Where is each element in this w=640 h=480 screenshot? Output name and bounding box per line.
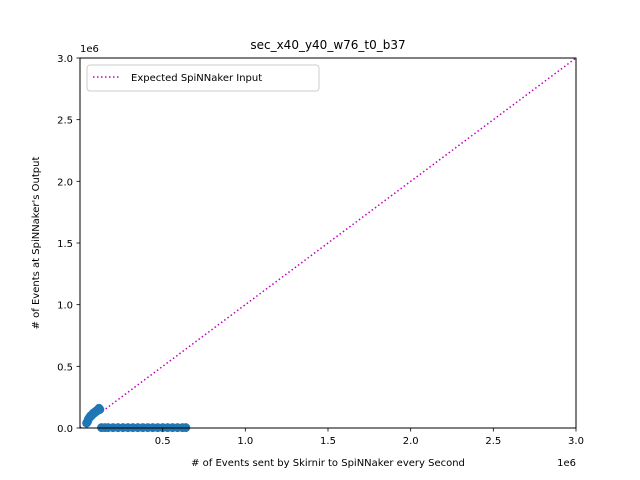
y-tick-label: 3.0 [57,54,73,65]
legend-box [86,64,320,92]
y-tick-label: 0.5 [57,362,73,373]
legend: Expected SpiNNaker Input [86,64,320,92]
x-tick-label: 1.5 [320,436,336,447]
x-tick-label: 1.0 [237,436,253,447]
scatter-point [95,405,105,414]
series-line-expected-input [79,57,577,429]
x-axis: 0.5 1.0 1.5 2.0 2.5 3.0 [155,428,584,447]
y-axis-label: # of Events at SpiNNaker's Output [31,157,42,330]
x-scale-label: 1e6 [557,458,576,469]
y-tick-label: 2.0 [57,177,73,188]
y-scale-label: 1e6 [80,44,99,55]
x-tick-label: 0.5 [155,436,171,447]
series-layer [79,57,577,433]
x-tick-label: 2.5 [485,436,501,447]
y-tick-label: 2.5 [57,116,73,127]
legend-label-expected-input: Expected SpiNNaker Input [131,73,262,84]
y-tick-label: 1.5 [57,239,73,250]
x-tick-label: 3.0 [568,436,584,447]
y-tick-label: 1.0 [57,301,73,312]
y-tick-label: 0.0 [57,424,73,435]
x-tick-label: 2.0 [403,436,419,447]
chart-title: sec_x40_y40_w76_t0_b37 [250,38,405,52]
x-axis-label: # of Events sent by Skirnir to SpiNNaker… [191,458,465,469]
y-axis: 0.0 0.5 1.0 1.5 2.0 2.5 3.0 [57,54,80,435]
